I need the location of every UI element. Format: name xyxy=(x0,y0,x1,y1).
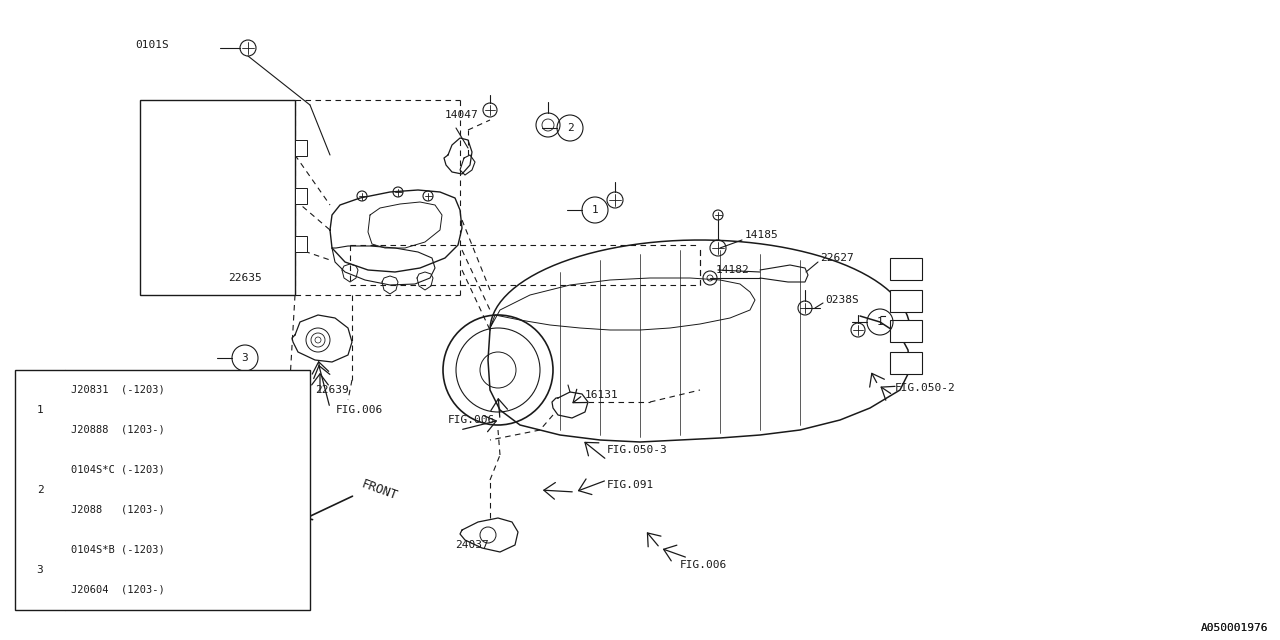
Text: FRONT: FRONT xyxy=(360,477,399,502)
Bar xyxy=(890,352,922,374)
Text: A050001976: A050001976 xyxy=(1201,623,1268,633)
Text: 0238S: 0238S xyxy=(826,295,859,305)
Text: FIG.006: FIG.006 xyxy=(680,560,727,570)
Text: 22627: 22627 xyxy=(820,253,854,263)
Bar xyxy=(140,100,294,295)
Bar xyxy=(890,258,922,280)
Text: 22639: 22639 xyxy=(315,385,348,395)
Text: 0101S: 0101S xyxy=(134,40,169,50)
Text: 1: 1 xyxy=(877,317,883,327)
Text: 0104S*B (-1203): 0104S*B (-1203) xyxy=(70,545,165,555)
Text: 2: 2 xyxy=(567,123,573,133)
Text: J20831  (-1203): J20831 (-1203) xyxy=(70,385,165,395)
Bar xyxy=(294,236,307,252)
Text: J20604  (1203-): J20604 (1203-) xyxy=(70,585,165,595)
Text: 1: 1 xyxy=(37,405,44,415)
Bar xyxy=(890,290,922,312)
Bar xyxy=(890,320,922,342)
Text: 1: 1 xyxy=(591,205,598,215)
Text: 0104S*C (-1203): 0104S*C (-1203) xyxy=(70,465,165,475)
Text: 16131: 16131 xyxy=(585,390,618,400)
Text: FIG.091: FIG.091 xyxy=(607,480,654,490)
Bar xyxy=(294,188,307,204)
Text: 22635: 22635 xyxy=(228,273,261,283)
Text: 2: 2 xyxy=(37,485,44,495)
Text: J20888  (1203-): J20888 (1203-) xyxy=(70,425,165,435)
Bar xyxy=(294,140,307,156)
Text: FIG.006: FIG.006 xyxy=(335,405,383,415)
Text: 3: 3 xyxy=(242,353,248,363)
Text: FIG.006: FIG.006 xyxy=(448,415,495,425)
Bar xyxy=(15,370,310,610)
Text: 14047: 14047 xyxy=(445,110,479,120)
Text: 24037: 24037 xyxy=(454,540,489,550)
Text: FIG.050-3: FIG.050-3 xyxy=(607,445,668,455)
Text: 3: 3 xyxy=(37,565,44,575)
Text: 14182: 14182 xyxy=(716,265,750,275)
Text: J2088   (1203-): J2088 (1203-) xyxy=(70,505,165,515)
Text: 14185: 14185 xyxy=(745,230,778,240)
Text: FIG.050-2: FIG.050-2 xyxy=(895,383,956,393)
Text: A050001976: A050001976 xyxy=(1201,623,1268,633)
